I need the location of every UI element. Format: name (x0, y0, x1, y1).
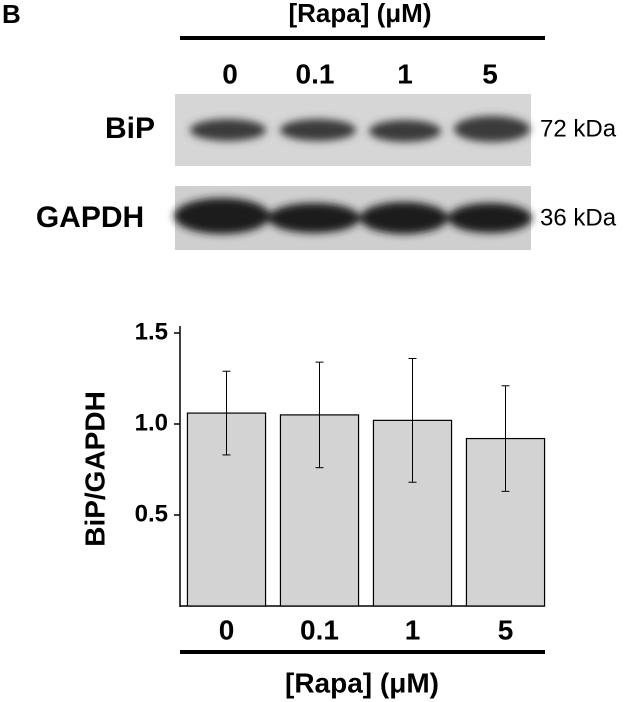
error-bar (501, 385, 510, 492)
x-tick-label: 5 (498, 614, 514, 645)
blot-bands (190, 116, 530, 142)
x-tick-label: 0.1 (300, 614, 339, 645)
lane-label: 0.1 (296, 58, 335, 89)
blot-row-label: GAPDH (36, 201, 144, 234)
error-bar (315, 361, 324, 469)
x-tick-label: 1 (405, 614, 421, 645)
lane-label: 5 (482, 58, 498, 89)
y-tick-label: 0.5 (135, 500, 168, 527)
blot-size: 36 kDa (540, 204, 617, 231)
y-tick-label: 1.0 (135, 409, 168, 436)
blot-title: [Rapa] (μM) (289, 0, 432, 28)
blot-row-label: BiP (105, 112, 155, 145)
error-bar (222, 370, 231, 456)
x-tick-label: 0 (219, 614, 235, 645)
lane-label: 1 (397, 58, 413, 89)
y-axis-label: BiP/GAPDH (79, 391, 110, 547)
blot-bands (174, 198, 532, 234)
blot-size: 72 kDa (540, 115, 617, 142)
panel-label: B (2, 0, 21, 29)
error-bar (408, 357, 417, 483)
x-axis-label: [Rapa] (μM) (285, 667, 439, 698)
y-tick-label: 1.5 (135, 318, 168, 345)
lane-label: 0 (222, 58, 238, 89)
